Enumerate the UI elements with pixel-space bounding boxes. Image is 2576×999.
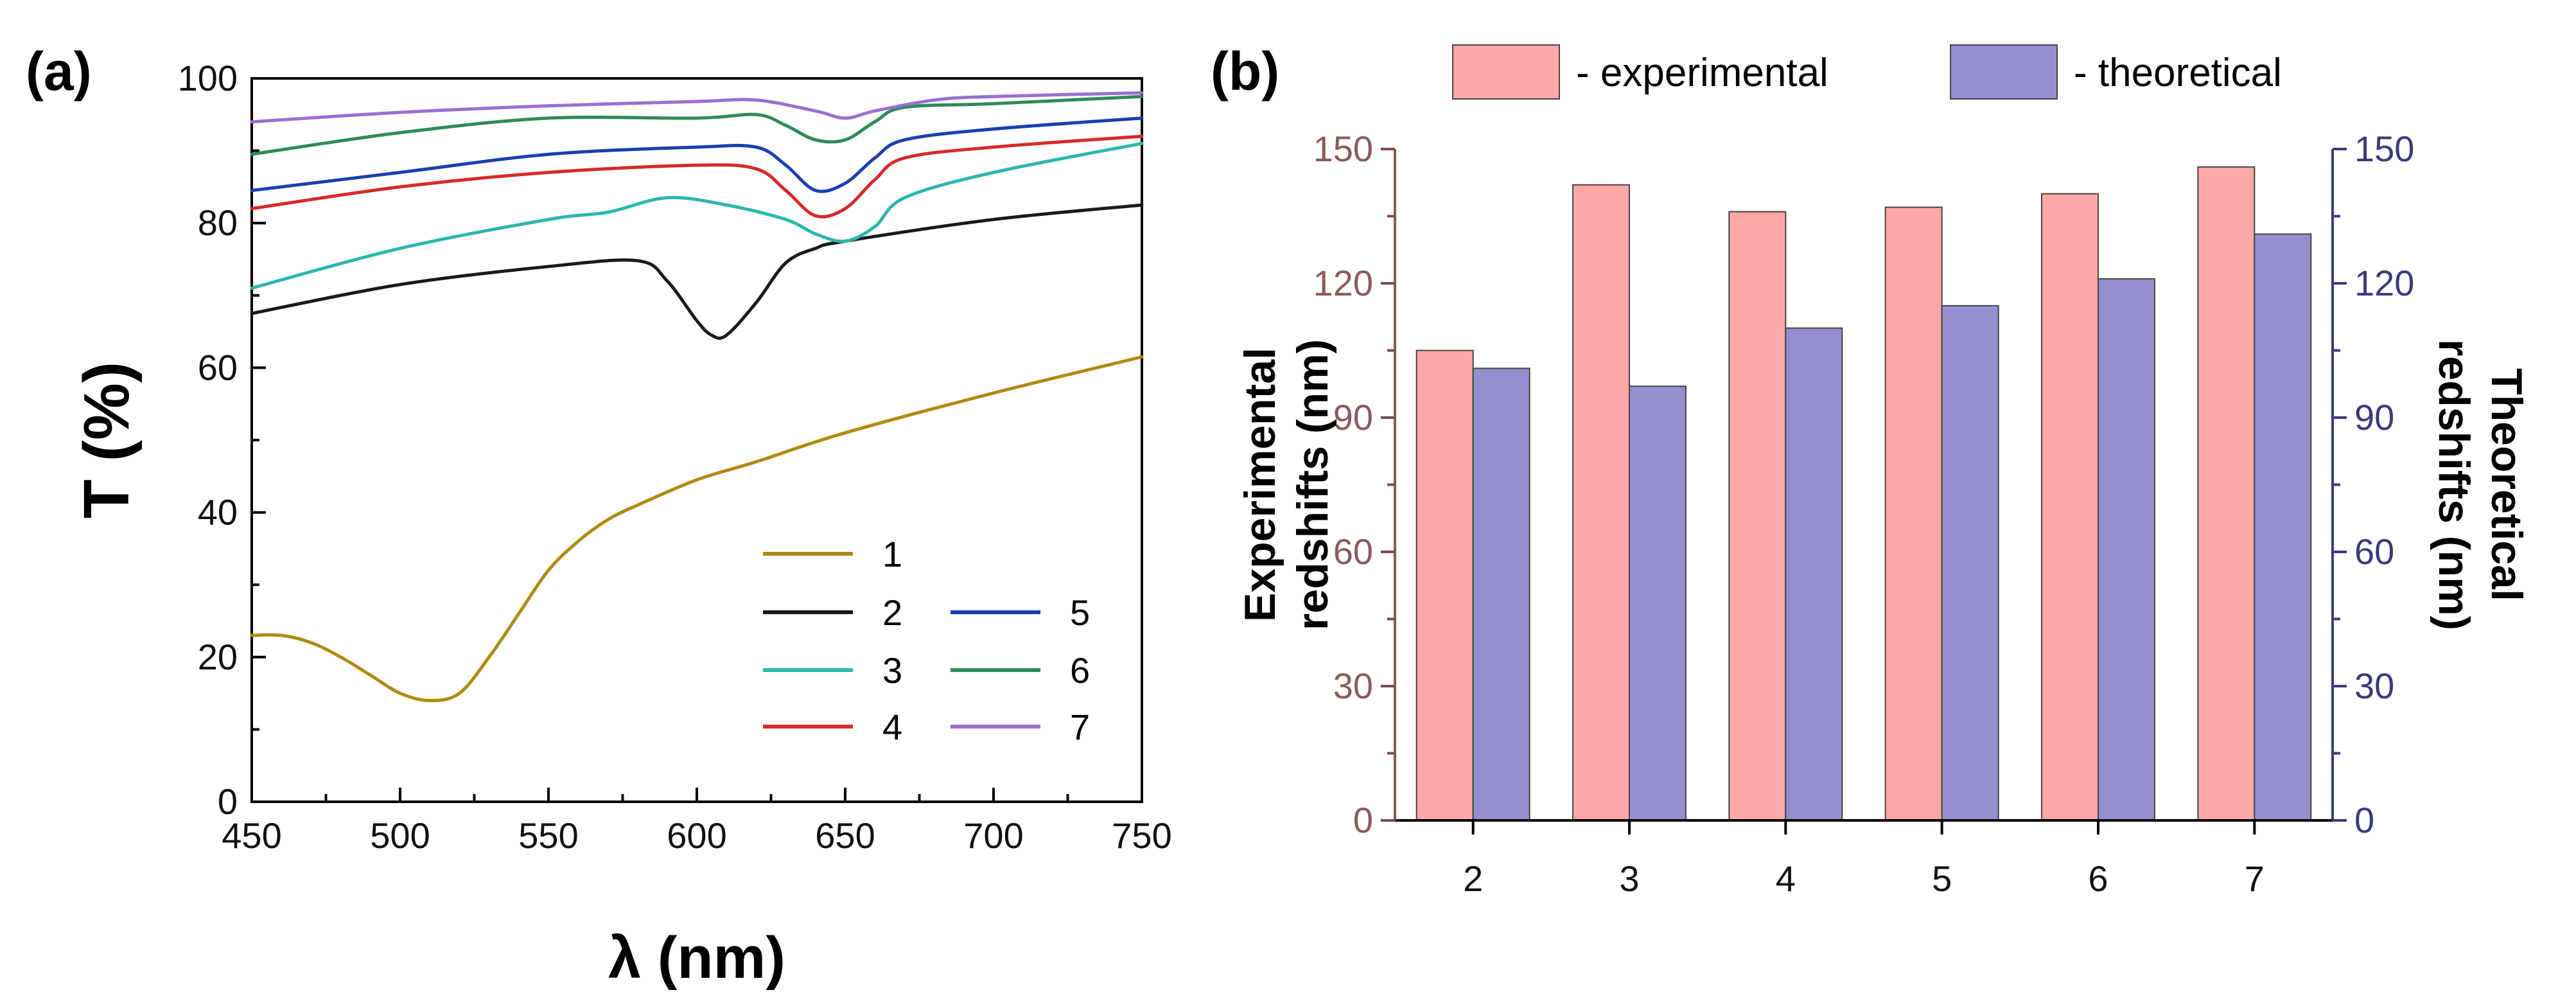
legend-label-a-3: 3 — [882, 650, 902, 691]
series-line-6 — [250, 94, 1144, 156]
panel-a-chart: 450 500 550 600 650 700 750 0 20 40 60 80 100 λ (nm) T… — [71, 58, 1172, 991]
series-line-4 — [250, 134, 1144, 218]
y-tick-label-a: 80 — [198, 202, 238, 243]
x-tick-label-b: 7 — [2245, 858, 2265, 899]
x-axis-title-a: λ (nm) — [608, 925, 785, 991]
y-axis-title-left-line1: Experimental — [1236, 348, 1284, 622]
legend-label-experimental: - experimental — [1576, 51, 1828, 95]
x-tick-label-b: 4 — [1776, 858, 1796, 899]
x-tick-label-a: 750 — [1112, 815, 1171, 856]
series-line-1 — [250, 355, 1144, 702]
bar-theoretical-7 — [2254, 233, 2312, 822]
panel-b-label: (b) — [1211, 41, 1279, 102]
legend-label-a-6: 6 — [1070, 650, 1090, 691]
legend-label-a-4: 4 — [882, 707, 902, 747]
x-tick-label-a: 650 — [815, 815, 875, 856]
legend-swatch-theoretical — [1950, 44, 2058, 100]
series-line-3 — [250, 141, 1144, 290]
bar-experimental-2 — [1415, 349, 1474, 821]
bar-theoretical-3 — [1629, 385, 1687, 821]
series-line-5 — [250, 116, 1144, 193]
y-tick-label-right-b: 30 — [2354, 666, 2394, 706]
y-tick-label-left-b: 120 — [1313, 263, 1373, 303]
y-tick-label-left-b: 60 — [1333, 531, 1373, 572]
legend-label-a-1: 1 — [882, 534, 902, 574]
x-tick-label-a: 600 — [667, 815, 726, 856]
y-tick-label-right-b: 60 — [2354, 531, 2394, 572]
y-tick-label-left-b: 0 — [1353, 800, 1373, 840]
y-axis-title-right-line1: Theoretical — [2482, 368, 2531, 601]
series-line-2 — [250, 203, 1144, 340]
y-tick-label-left-b: 150 — [1313, 128, 1373, 169]
bar-theoretical-6 — [2098, 278, 2155, 821]
y-tick-label-a: 60 — [198, 347, 238, 387]
y-axis-title-right-b: Theoreticalredshifts (nm) — [2430, 339, 2531, 630]
panel-a-label: (a) — [26, 41, 92, 102]
bar-experimental-3 — [1572, 184, 1630, 821]
legend-label-a-2: 2 — [882, 592, 902, 633]
y-tick-label-right-b: 90 — [2354, 397, 2394, 438]
bar-experimental-4 — [1728, 211, 1787, 821]
x-tick-label-a: 450 — [222, 815, 281, 856]
y-tick-label-right-b: 120 — [2354, 263, 2414, 303]
panel-b-chart: 2 3 4 5 6 7 0 0 30 30 60 60 90 90 120 120 150 150 Experime… — [1236, 44, 2531, 899]
y-tick-label-a: 20 — [198, 637, 238, 677]
legend-label-theoretical: - theoretical — [2074, 51, 2282, 95]
bar-experimental-7 — [2197, 166, 2256, 822]
x-tick-label-a: 550 — [518, 815, 578, 856]
y-tick-label-a: 100 — [178, 58, 238, 98]
bar-theoretical-5 — [1941, 305, 1999, 822]
y-tick-label-left-b: 90 — [1333, 397, 1373, 438]
legend-label-a-7: 7 — [1070, 707, 1090, 747]
x-tick-label-b: 2 — [1463, 858, 1483, 899]
bar-experimental-5 — [1884, 206, 1943, 822]
x-tick-label-b: 6 — [2088, 858, 2108, 899]
series-line-7 — [250, 91, 1144, 124]
x-tick-label-b: 3 — [1619, 858, 1639, 899]
y-tick-label-a: 0 — [218, 781, 238, 822]
plot-frame-a — [250, 77, 1143, 803]
bar-theoretical-2 — [1472, 367, 1530, 821]
y-tick-label-right-b: 150 — [2354, 128, 2414, 169]
x-tick-label-a: 700 — [963, 815, 1023, 856]
bar-theoretical-4 — [1785, 327, 1843, 821]
y-axis-title-right-line2: redshifts (nm) — [2430, 339, 2478, 630]
y-axis-title-a: T (%) — [71, 362, 143, 518]
y-tick-label-right-b: 0 — [2354, 800, 2374, 840]
y-tick-label-left-b: 30 — [1333, 666, 1373, 706]
legend-label-a-5: 5 — [1070, 592, 1090, 633]
y-axis-title-left-line2: redshifts (nm) — [1288, 339, 1337, 630]
y-tick-label-a: 40 — [198, 492, 238, 533]
legend-swatch-experimental — [1452, 44, 1560, 100]
y-axis-title-left-b: Experimentalredshifts (nm) — [1236, 339, 1337, 630]
x-tick-label-b: 5 — [1932, 858, 1952, 899]
x-tick-label-a: 500 — [370, 815, 430, 856]
bar-experimental-6 — [2041, 193, 2099, 821]
